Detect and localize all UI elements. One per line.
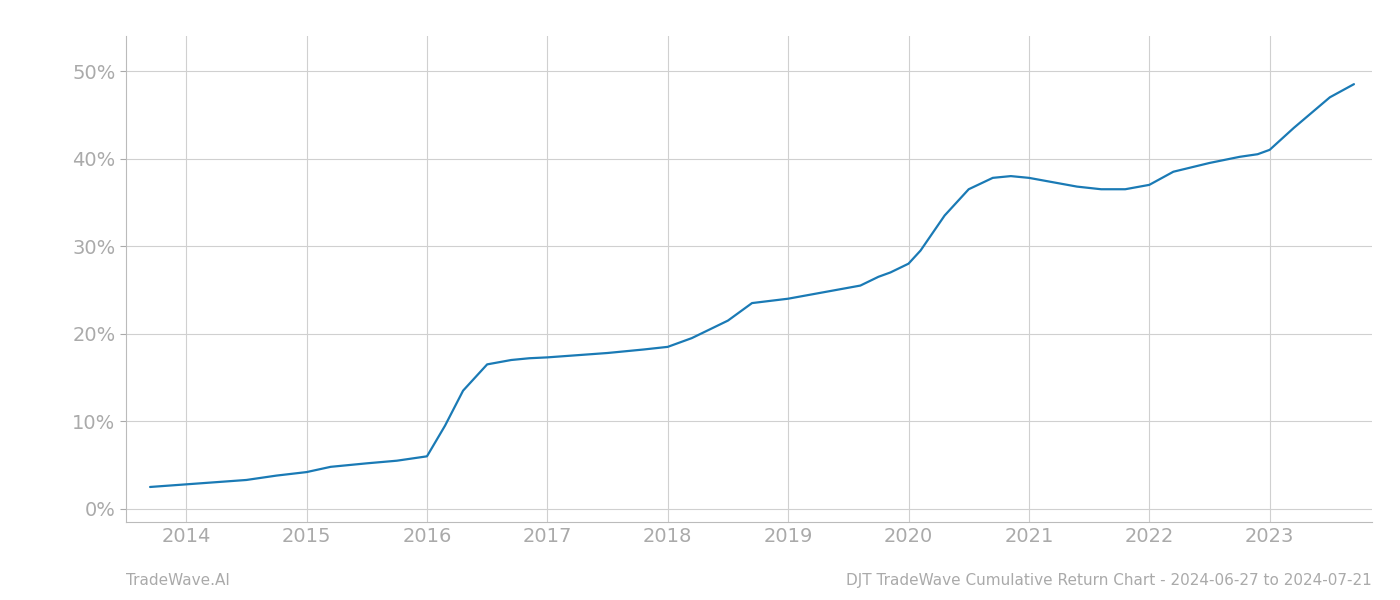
Text: DJT TradeWave Cumulative Return Chart - 2024-06-27 to 2024-07-21: DJT TradeWave Cumulative Return Chart - …	[846, 573, 1372, 588]
Text: TradeWave.AI: TradeWave.AI	[126, 573, 230, 588]
